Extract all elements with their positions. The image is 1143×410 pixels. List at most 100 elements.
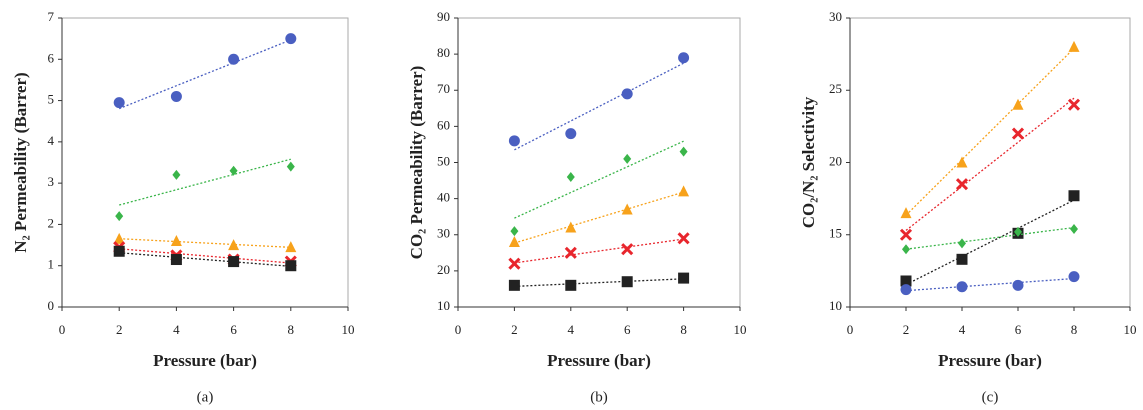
marker — [958, 238, 966, 249]
marker — [1067, 98, 1081, 111]
marker — [508, 279, 520, 291]
trendline — [119, 252, 291, 267]
plot-frame — [457, 17, 741, 308]
marker — [955, 178, 969, 191]
trendline — [514, 191, 684, 244]
y-tick-label: 10 — [437, 298, 450, 313]
y-tick-label: 80 — [437, 45, 450, 60]
x-tick-label: 8 — [288, 322, 295, 337]
marker — [1068, 271, 1080, 283]
marker — [508, 135, 520, 147]
marker — [900, 207, 912, 219]
marker — [285, 260, 297, 272]
y-tick-label: 50 — [437, 153, 450, 168]
marker — [565, 221, 577, 233]
y-tick-label: 2 — [48, 215, 55, 230]
trendline — [119, 158, 291, 206]
caption: (b) — [590, 389, 608, 405]
marker — [1011, 127, 1025, 140]
marker — [565, 128, 577, 140]
y-tick-label: 1 — [48, 257, 55, 272]
x-tick-label: 10 — [734, 322, 747, 337]
trendline — [119, 248, 291, 264]
y-axis-label: CO₂/N₂ Selectivity — [799, 96, 818, 228]
marker — [113, 232, 125, 244]
marker — [508, 235, 520, 247]
marker — [566, 171, 575, 182]
trendline — [905, 226, 1075, 250]
y-tick-label: 3 — [48, 174, 55, 189]
y-tick-label: 90 — [437, 9, 450, 24]
x-tick-label: 10 — [1124, 322, 1137, 337]
marker — [621, 203, 633, 215]
x-tick-label: 10 — [342, 322, 355, 337]
trendline — [514, 140, 684, 219]
x-tick-label: 8 — [1071, 322, 1078, 337]
marker — [564, 246, 577, 259]
marker — [229, 165, 238, 176]
marker — [621, 276, 633, 288]
plot-frame — [61, 17, 349, 308]
y-tick-label: 30 — [437, 226, 450, 241]
marker — [113, 245, 125, 257]
marker — [899, 228, 913, 241]
trendline — [514, 278, 684, 288]
marker — [1012, 279, 1024, 291]
y-tick-label: 4 — [48, 133, 55, 148]
marker — [172, 169, 181, 180]
marker — [508, 257, 521, 270]
marker — [1014, 226, 1022, 237]
x-tick-label: 2 — [511, 322, 518, 337]
x-tick-label: 6 — [230, 322, 237, 337]
marker — [956, 253, 968, 265]
marker — [956, 281, 968, 293]
marker — [902, 244, 910, 255]
y-tick-label: 20 — [437, 262, 450, 277]
marker — [170, 234, 182, 246]
y-tick-label: 70 — [437, 81, 450, 96]
x-tick-label: 6 — [624, 322, 631, 337]
x-tick-label: 0 — [455, 322, 462, 337]
marker — [900, 284, 912, 296]
y-tick-label: 15 — [829, 226, 842, 241]
y-tick-label: 5 — [48, 92, 55, 107]
y-tick-label: 25 — [829, 81, 842, 96]
x-axis-label: Pressure (bar) — [938, 351, 1042, 370]
x-tick-label: 4 — [959, 322, 966, 337]
marker — [285, 33, 297, 45]
marker — [1070, 223, 1078, 234]
y-tick-label: 60 — [437, 117, 450, 132]
marker — [900, 275, 912, 287]
marker — [228, 256, 240, 268]
x-tick-label: 0 — [847, 322, 854, 337]
trendline — [514, 62, 684, 151]
trendline — [905, 199, 1075, 286]
marker — [621, 243, 634, 256]
marker — [170, 90, 182, 102]
marker — [621, 88, 633, 100]
caption: (c) — [982, 389, 999, 405]
x-tick-label: 0 — [59, 322, 66, 337]
trendline — [905, 277, 1075, 292]
y-tick-label: 40 — [437, 190, 450, 205]
marker — [678, 185, 690, 197]
x-tick-label: 8 — [680, 322, 687, 337]
marker — [1068, 190, 1080, 202]
y-axis-label: CO₂ Permeability (Barrer) — [407, 66, 426, 260]
marker — [678, 272, 690, 284]
marker — [623, 153, 632, 164]
trendline — [514, 238, 684, 264]
marker — [228, 53, 240, 65]
y-tick-label: 10 — [829, 298, 842, 313]
x-tick-label: 4 — [568, 322, 575, 337]
marker — [679, 146, 688, 157]
x-tick-label: 2 — [903, 322, 910, 337]
y-axis-label: N₂ Permeability (Barrer) — [11, 72, 30, 252]
x-axis-label: Pressure (bar) — [153, 351, 257, 370]
trendline — [905, 47, 1075, 216]
x-tick-label: 2 — [116, 322, 123, 337]
marker — [285, 241, 297, 253]
x-tick-label: 6 — [1015, 322, 1022, 337]
marker — [228, 239, 240, 251]
